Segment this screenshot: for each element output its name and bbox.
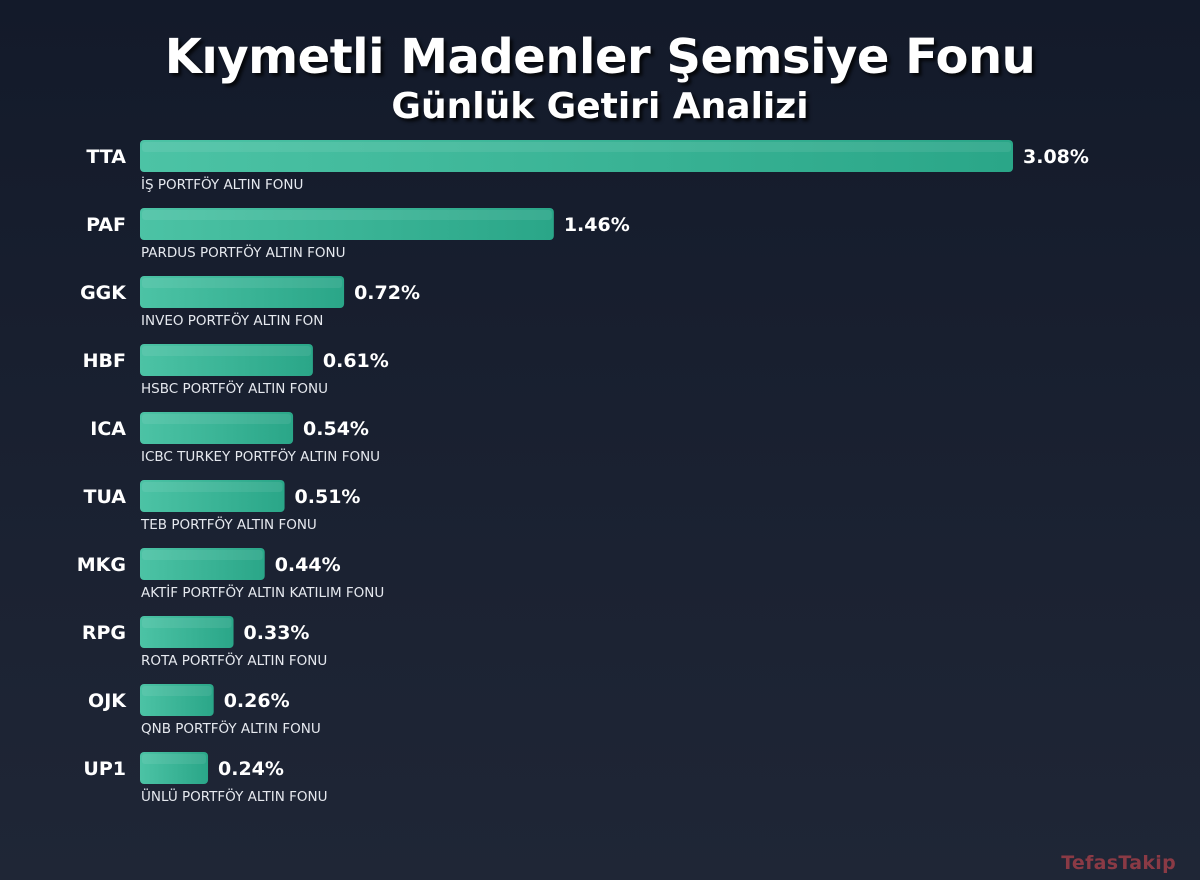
fund-name-up1: ÜNLÜ PORTFÖY ALTIN FONU	[141, 787, 328, 805]
fund-name-mkg: AKTİF PORTFÖY ALTIN KATILIM FONU	[141, 583, 384, 601]
fund-name-ica: ICBC TURKEY PORTFÖY ALTIN FONU	[141, 447, 380, 465]
data-label-up1: 0.24%	[218, 758, 284, 780]
bar-highlight-hbf	[142, 346, 311, 356]
data-label-ica: 0.54%	[303, 418, 369, 440]
tick-label-ggk: GGK	[80, 282, 127, 304]
bar-highlight-ggk	[142, 278, 342, 288]
fund-name-tua: TEB PORTFÖY ALTIN FONU	[140, 515, 317, 533]
data-label-ojk: 0.26%	[224, 690, 290, 712]
bar-highlight-ojk	[142, 686, 212, 696]
bar-highlight-rpg	[142, 618, 232, 628]
tick-label-rpg: RPG	[82, 622, 126, 644]
data-label-tua: 0.51%	[295, 486, 361, 508]
bars-group: TTA 3.08% İŞ PORTFÖY ALTIN FONU PAF 1.46% PAR…	[77, 140, 1089, 805]
fund-name-hbf: HSBC PORTFÖY ALTIN FONU	[141, 379, 328, 397]
tick-label-up1: UP1	[83, 758, 126, 780]
data-label-tta: 3.08%	[1023, 146, 1089, 168]
data-label-ggk: 0.72%	[354, 282, 420, 304]
data-label-mkg: 0.44%	[275, 554, 341, 576]
bar-highlight-tta	[142, 142, 1011, 152]
fund-name-paf: PARDUS PORTFÖY ALTIN FONU	[141, 243, 346, 261]
bar-highlight-tua	[142, 482, 283, 492]
tick-label-mkg: MKG	[77, 554, 126, 576]
bar-highlight-mkg	[142, 550, 263, 560]
tick-label-tua: TUA	[83, 486, 126, 508]
fund-name-ggk: INVEO PORTFÖY ALTIN FON	[141, 311, 323, 329]
tick-label-hbf: HBF	[83, 350, 126, 372]
fund-name-rpg: ROTA PORTFÖY ALTIN FONU	[141, 651, 327, 669]
data-label-rpg: 0.33%	[244, 622, 310, 644]
bar-highlight-up1	[142, 754, 206, 764]
fund-name-tta: İŞ PORTFÖY ALTIN FONU	[141, 175, 303, 193]
data-label-hbf: 0.61%	[323, 350, 389, 372]
tick-label-ica: ICA	[90, 418, 126, 440]
fund-name-ojk: QNB PORTFÖY ALTIN FONU	[141, 719, 321, 737]
bar-highlight-paf	[142, 210, 552, 220]
bar-highlight-ica	[142, 414, 291, 424]
data-label-paf: 1.46%	[564, 214, 630, 236]
tick-label-paf: PAF	[86, 214, 126, 236]
watermark-logo: TefasTakip	[1061, 852, 1176, 874]
tick-label-ojk: OJK	[88, 690, 127, 712]
tick-label-tta: TTA	[86, 146, 126, 168]
